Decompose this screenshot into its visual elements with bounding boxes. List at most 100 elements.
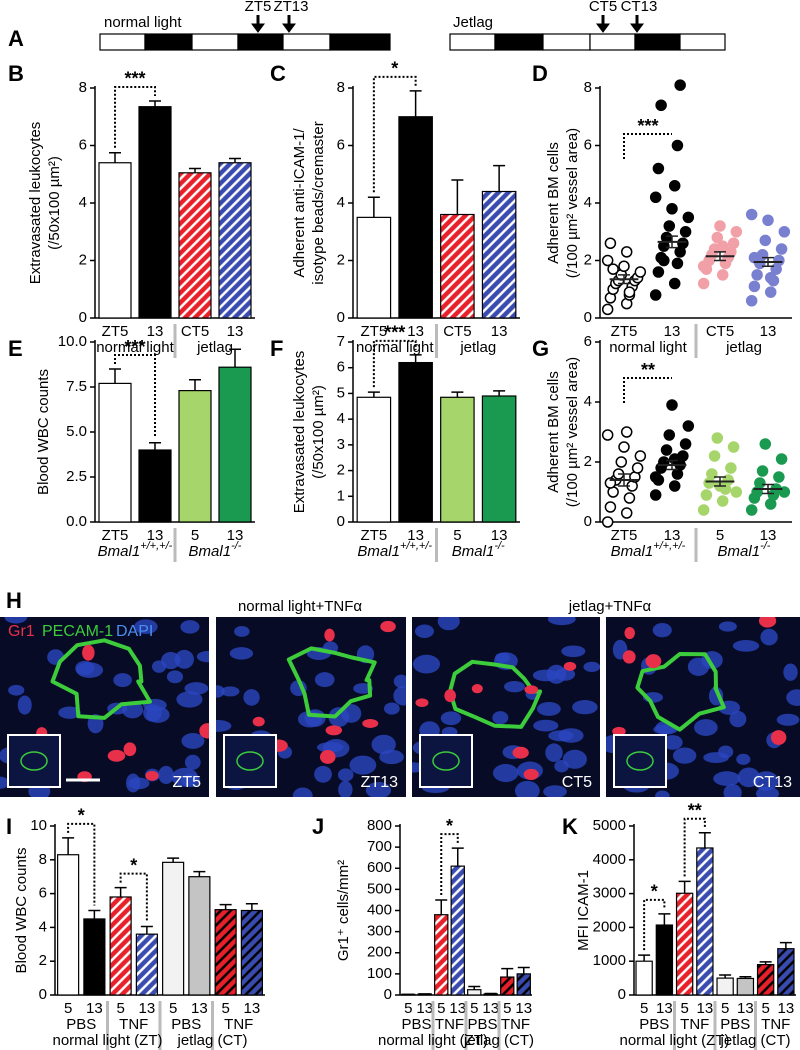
bar bbox=[481, 395, 517, 523]
data-point bbox=[631, 462, 644, 474]
y-tick-label: 8 bbox=[79, 79, 87, 96]
nucleus bbox=[492, 711, 509, 725]
bar bbox=[98, 382, 132, 523]
significance-label: ** bbox=[688, 801, 702, 821]
error-bar bbox=[409, 90, 422, 117]
data-point bbox=[682, 211, 695, 224]
data-point bbox=[773, 471, 785, 483]
x-tick-label: ZT5 bbox=[102, 323, 129, 340]
y-tick-label: 1000 bbox=[593, 952, 626, 969]
data-point bbox=[764, 272, 777, 284]
y-tick-label: 2000 bbox=[593, 918, 626, 935]
tile-label: ZT5 bbox=[173, 774, 202, 791]
data-point bbox=[620, 426, 633, 438]
x-tick-label: 5 bbox=[404, 1000, 412, 1017]
nucleus bbox=[543, 785, 567, 797]
bar bbox=[356, 396, 392, 523]
bar bbox=[434, 914, 449, 996]
y-tick-label: 5000 bbox=[593, 817, 626, 834]
neutrophil bbox=[107, 749, 126, 762]
x-tick-label: 13 bbox=[147, 527, 164, 544]
nucleus bbox=[176, 691, 203, 708]
data-point bbox=[604, 501, 617, 513]
y-tick-label: 2 bbox=[79, 251, 87, 268]
x-tick-label: 13 bbox=[139, 1000, 156, 1017]
significance-bracket bbox=[623, 377, 672, 403]
nucleus bbox=[492, 763, 519, 783]
y-tick-label: 4 bbox=[337, 194, 345, 211]
nucleus bbox=[776, 713, 800, 726]
group-label: PBS bbox=[66, 1016, 96, 1033]
x-tick-label: 5 bbox=[437, 1000, 445, 1017]
panel-letter: A bbox=[8, 26, 24, 51]
nucleus bbox=[760, 628, 778, 646]
data-point bbox=[759, 438, 772, 450]
y-tick-label: 5 bbox=[337, 384, 345, 401]
x-tick-label: 13 bbox=[191, 1000, 208, 1017]
nucleus bbox=[414, 624, 434, 638]
group-label: TNF bbox=[501, 1016, 530, 1033]
data-point bbox=[730, 486, 743, 498]
error-bar bbox=[501, 967, 514, 978]
bar bbox=[162, 861, 185, 996]
data-point bbox=[745, 295, 758, 307]
x-tick-label: 5 bbox=[503, 1000, 511, 1017]
y-tick-label: 300 bbox=[367, 923, 392, 940]
y-axis-label: Extravasated leukocytes bbox=[27, 122, 44, 285]
nucleus bbox=[234, 626, 250, 637]
bar bbox=[440, 396, 475, 523]
bar bbox=[98, 162, 132, 319]
group-label: PBS bbox=[171, 1016, 201, 1033]
data-point bbox=[700, 489, 713, 501]
x-tick-label: 13 bbox=[656, 1000, 673, 1017]
neutrophil bbox=[82, 644, 95, 661]
x-tick-label: 5 bbox=[453, 527, 461, 544]
x-tick-label: ZT5 bbox=[361, 323, 388, 340]
data-point bbox=[775, 243, 788, 255]
y-tick-label: 0 bbox=[384, 986, 392, 1003]
nucleus bbox=[440, 711, 462, 726]
group-label: PBS bbox=[401, 1016, 431, 1033]
time-label: ZT13 bbox=[273, 0, 308, 15]
y-tick-label: 2 bbox=[337, 251, 345, 268]
y-tick-label: 4 bbox=[39, 918, 47, 935]
neutrophil bbox=[325, 725, 343, 736]
data-point bbox=[634, 450, 647, 462]
nucleus bbox=[545, 743, 563, 762]
micrograph: CT13 bbox=[606, 617, 800, 797]
group-label: TNF bbox=[435, 1016, 464, 1033]
y-axis-label: Blood WBC counts bbox=[13, 848, 30, 974]
group-label-name: Bmal1 bbox=[611, 543, 654, 560]
x-tick-label: 13 bbox=[416, 1000, 433, 1017]
data-point bbox=[754, 477, 766, 489]
nucleus bbox=[221, 686, 240, 697]
group-label: Bmal1-/- bbox=[718, 540, 771, 560]
arrows bbox=[251, 15, 644, 33]
legend-entry: Gr1 bbox=[8, 623, 35, 640]
group-label: PBS bbox=[639, 1016, 669, 1033]
x-tick-label: ZT5 bbox=[361, 527, 388, 544]
nucleus bbox=[786, 689, 800, 706]
time-label: CT5 bbox=[589, 0, 617, 15]
data-point bbox=[668, 453, 681, 465]
x-tick-label: 13 bbox=[697, 1000, 714, 1017]
tile-label: CT5 bbox=[562, 774, 592, 791]
nucleus bbox=[694, 719, 718, 736]
bar bbox=[736, 977, 755, 996]
nucleus bbox=[561, 645, 586, 658]
group-label: Bmal1+/+,+/- bbox=[357, 540, 432, 560]
x-tick-label: 13 bbox=[664, 323, 681, 340]
error-bar bbox=[149, 442, 161, 450]
significance-label: * bbox=[446, 816, 453, 836]
nucleus bbox=[337, 768, 354, 782]
data-point bbox=[759, 234, 772, 247]
nucleus bbox=[174, 649, 194, 669]
error-bar bbox=[109, 151, 121, 163]
bar bbox=[178, 390, 212, 523]
legend-entry: PECAM-1 bbox=[42, 623, 113, 640]
sem-bar bbox=[714, 251, 726, 262]
neutrophil bbox=[444, 689, 456, 703]
neutrophil bbox=[512, 746, 529, 759]
y-axis-label: Blood WBC counts bbox=[35, 369, 52, 495]
y-tick-label: 0 bbox=[337, 513, 345, 530]
